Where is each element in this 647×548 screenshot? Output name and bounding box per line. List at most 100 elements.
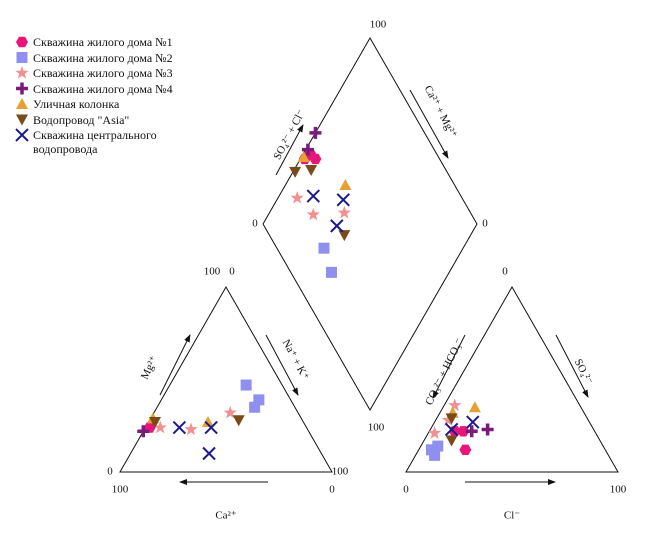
marker-shape xyxy=(459,444,472,455)
data-point xyxy=(457,426,470,437)
data-point xyxy=(148,417,161,429)
legend-marker xyxy=(16,52,28,63)
data-point xyxy=(330,219,344,233)
marker-shape xyxy=(441,413,456,426)
marker-shape xyxy=(148,417,161,429)
legend-marker xyxy=(16,36,28,48)
data-point xyxy=(249,401,261,413)
cation-triangle xyxy=(119,285,333,473)
data-point xyxy=(444,422,459,437)
axis-end-label: 0 xyxy=(329,484,335,496)
marker-shape xyxy=(445,413,458,425)
marker-shape xyxy=(445,435,458,447)
marker-shape xyxy=(16,114,28,126)
axis-end-label: 0 xyxy=(403,484,409,496)
axis-end-label: 0 xyxy=(482,218,488,230)
data-point xyxy=(172,420,187,435)
marker-shape xyxy=(466,415,480,429)
axis-end-label: 0 xyxy=(252,218,258,230)
axis-title: Ca²⁺ + Mg²⁺ xyxy=(422,84,460,140)
data-point xyxy=(240,379,252,391)
axis-end-label: 100 xyxy=(610,484,627,496)
legend-label: Скважина жилого дома №4 xyxy=(33,81,173,96)
axis-end-label: 0 xyxy=(229,266,235,278)
data-point xyxy=(468,401,481,413)
axis-arrow xyxy=(159,334,191,396)
data-point xyxy=(305,165,318,177)
legend-label: Водопровод "Asia" xyxy=(33,112,130,127)
marker-shape xyxy=(309,126,322,139)
marker-shape xyxy=(201,416,214,428)
marker-shape xyxy=(306,207,320,221)
data-point xyxy=(289,166,302,178)
marker-shape xyxy=(301,143,314,156)
marker-shape xyxy=(336,193,350,207)
legend-label: Скважина жилого дома №3 xyxy=(33,66,173,80)
marker-shape xyxy=(432,440,444,452)
data-point xyxy=(459,444,472,455)
axis-title: Ca²⁺ xyxy=(215,510,237,522)
marker-shape xyxy=(429,449,441,461)
data-point xyxy=(306,207,320,221)
marker-shape xyxy=(427,426,442,439)
marker-shape xyxy=(153,420,167,434)
data-point xyxy=(297,151,310,163)
axis-end-label: 100 xyxy=(332,466,349,478)
data-point xyxy=(441,413,456,426)
marker-shape xyxy=(337,205,351,219)
marker-shape xyxy=(184,422,198,436)
data-point xyxy=(448,398,462,412)
data-point xyxy=(232,415,245,427)
marker-shape xyxy=(425,444,437,456)
data-point xyxy=(466,415,480,429)
data-point xyxy=(290,190,304,204)
axis-title: Cl⁻ xyxy=(504,510,520,522)
data-point xyxy=(465,425,478,438)
data-point xyxy=(336,193,350,207)
legend-marker xyxy=(15,128,29,142)
data-point xyxy=(202,446,216,461)
axis-title: CO₃²⁻ + HCO₃⁻ xyxy=(423,336,466,407)
axis-title: Mg²⁺ xyxy=(139,354,161,381)
legend-label: Скважина жилого дома №2 xyxy=(33,50,173,65)
axis-arrow xyxy=(555,334,589,398)
axis-end-label: 100 xyxy=(370,19,387,31)
data-point xyxy=(429,449,441,461)
data-point xyxy=(201,416,214,428)
data-point xyxy=(338,230,351,242)
marker-shape xyxy=(457,426,470,437)
marker-shape xyxy=(15,128,29,142)
anion-triangle xyxy=(405,285,619,473)
data-point xyxy=(337,205,351,219)
data-point xyxy=(223,405,237,419)
axis-end-label: 0 xyxy=(502,266,508,278)
axis-arrow xyxy=(265,334,299,396)
marker-shape xyxy=(137,425,150,438)
data-point xyxy=(432,440,444,452)
data-point xyxy=(184,422,198,436)
data-point xyxy=(325,266,337,278)
marker-shape xyxy=(172,420,187,435)
marker-shape xyxy=(465,425,478,438)
legend-marker xyxy=(16,82,28,95)
data-point xyxy=(306,189,320,203)
axis-end-label: 100 xyxy=(204,266,221,278)
axis-arrow xyxy=(275,124,304,176)
legend-label: Скважина центрального водопровода xyxy=(33,128,157,156)
axis-arrow xyxy=(432,334,466,399)
marker-shape xyxy=(339,178,352,190)
marker-shape xyxy=(325,266,337,278)
data-point xyxy=(427,426,442,439)
marker-shape xyxy=(444,422,459,437)
legend-marker xyxy=(16,114,28,126)
marker-shape xyxy=(249,401,261,413)
data-point xyxy=(425,444,437,456)
marker-shape xyxy=(240,379,252,391)
marker-shape xyxy=(223,405,237,419)
marker-shape xyxy=(309,153,322,165)
marker-shape xyxy=(481,423,494,436)
marker-shape xyxy=(297,151,310,163)
marker-shape xyxy=(290,190,304,204)
data-point xyxy=(445,413,458,425)
